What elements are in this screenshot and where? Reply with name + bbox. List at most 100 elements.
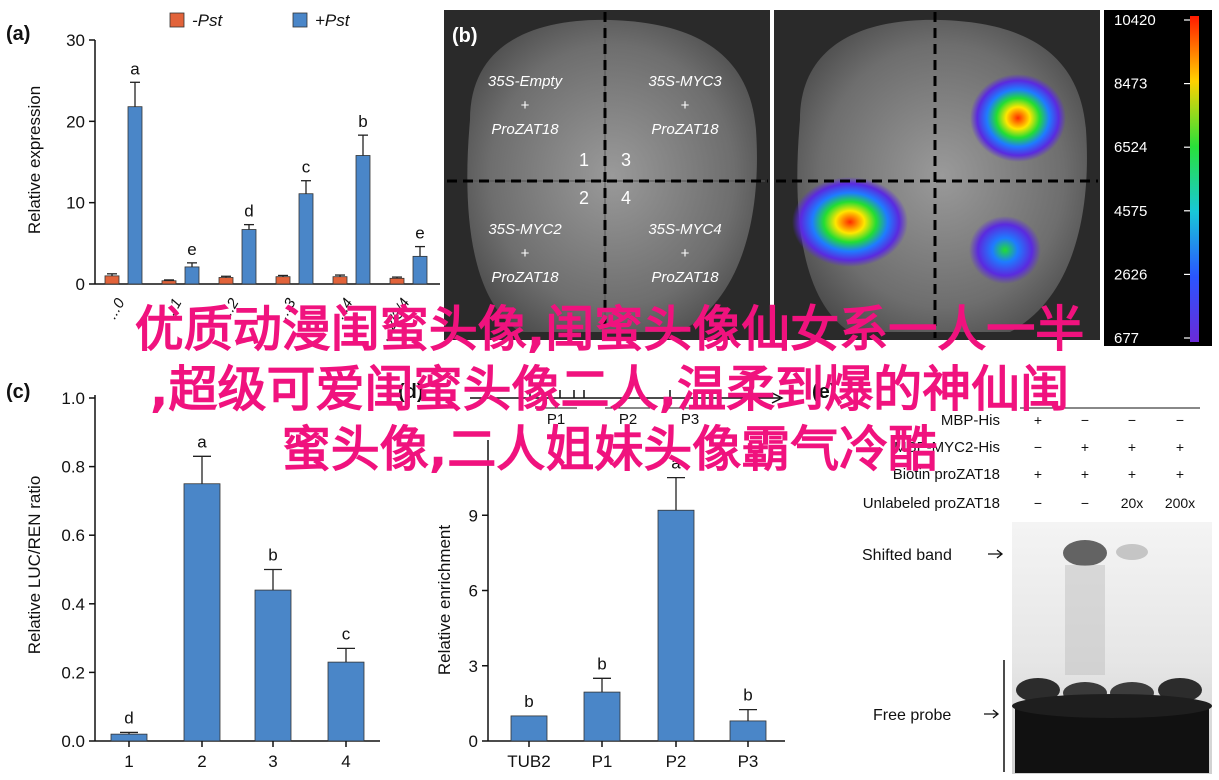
quadrant-number-2: 2 (579, 188, 589, 208)
colorbar-tick-label: 6524 (1114, 139, 1147, 156)
panel-a-bar (332, 276, 348, 285)
panel-c-sig-letter: d (124, 708, 133, 727)
panel-a-bar (389, 277, 405, 285)
panel-a-bar (355, 155, 371, 285)
panel-c-xtick-label: 3 (268, 752, 277, 771)
panel-a-xtick-label: ...0 (103, 295, 128, 322)
panel-a-ytick-label: 0 (76, 275, 85, 294)
luminescence-spot-myc2 (792, 177, 908, 267)
legend-label-minus-pst: -Pst (192, 11, 224, 30)
panel-c-bar (254, 589, 292, 742)
panel-a-ytick-label: 30 (66, 31, 85, 50)
panel-a-sig-letter: a (130, 59, 140, 78)
panel-d-bar (510, 715, 548, 742)
panel-a-xtick-label: ...3 (274, 295, 299, 322)
free-probe-label: Free probe (873, 707, 951, 724)
panel-d-ytick-label: 3 (469, 657, 478, 676)
panel-a-bar (275, 276, 291, 285)
panel-a-ytick-label: 10 (66, 194, 85, 213)
promoter-label-p3: P3 (681, 411, 699, 428)
panel-d-xtick-label: P2 (666, 752, 687, 771)
panel-d-bar (729, 720, 767, 742)
panel-c-xtick-label: 2 (197, 752, 206, 771)
panel-e-cell: + (1081, 466, 1089, 482)
panel-a-sig-letter: e (187, 240, 196, 259)
colorbar-tick-label: 8473 (1114, 76, 1147, 93)
panel-c-sig-letter: a (197, 432, 207, 451)
shifted-band-arrow (988, 549, 1004, 559)
panel-c-ytick-label: 0.0 (61, 732, 85, 751)
luminescence-spot-myc3 (970, 74, 1066, 162)
panel-b-label: (b) (452, 25, 478, 47)
panel-c-ytick-label: 0.6 (61, 526, 85, 545)
colorbar-tick-label: 2626 (1114, 266, 1147, 283)
panel-e-row-label: Biotin proZAT18 (893, 466, 1000, 483)
panel-a-bar (104, 275, 120, 285)
panel-a-sig-letter: c (302, 158, 311, 177)
panel-a-bar (298, 193, 314, 285)
shifted-band-lane3 (1116, 544, 1148, 560)
quadrant-3-line2: + (521, 245, 530, 262)
panel-a-xtick-label: ...2 (217, 295, 242, 322)
panel-a-label: (a) (6, 23, 30, 45)
quadrant-number-4: 4 (621, 188, 631, 208)
panel-a-ytick-label: 20 (66, 112, 85, 131)
shifted-band-lane2 (1063, 540, 1107, 566)
panel-d-sig-letter: b (524, 692, 533, 711)
panel-d-xtick-label: P1 (592, 752, 613, 771)
panel-e-cell: − (1034, 495, 1042, 511)
panel-e-row-label: MBP-MYC2-His (894, 439, 1000, 456)
panel-d-bar (657, 509, 695, 742)
panel-a-sig-letter: b (358, 112, 367, 131)
panel-e-row-label: MBP-His (941, 412, 1000, 429)
panel-c-ytick-label: 0.8 (61, 458, 85, 477)
promoter-arrow (771, 392, 784, 404)
quadrant-3-line1: 35S-MYC2 (488, 221, 562, 238)
panel-a-ylabel: Relative expression (25, 86, 44, 234)
panel-d: (d) P1 P2 P3 Relative enrichment 0 3 6 9 b T… (398, 381, 785, 771)
panel-d-xtick-label: P3 (738, 752, 759, 771)
panel-c-sig-letter: b (268, 546, 277, 565)
panel-c-ytick-label: 0.4 (61, 595, 85, 614)
panel-e-cell: − (1034, 439, 1042, 455)
panel-a-xtick-label: ...1 (160, 296, 185, 323)
promoter-elements (529, 390, 671, 398)
panel-c-label: (c) (6, 381, 30, 403)
panel-d-sig-letter: b (597, 654, 606, 673)
colorbar-tick-label: 677 (1114, 330, 1139, 347)
panel-e-cell: − (1081, 495, 1089, 511)
panel-e-cell: 20x (1121, 495, 1144, 511)
panel-c-ytick-label: 1.0 (61, 389, 85, 408)
panel-b: (b) 35S-Empty + ProZAT18 35S-MYC3 + ProZ… (444, 10, 1212, 347)
panel-e-cell: + (1128, 439, 1136, 455)
panel-d-ytick-label: 6 (469, 582, 478, 601)
panel-e-label: (e) (812, 381, 836, 403)
panel-a-bar (412, 255, 428, 285)
promoter-label-p1: P1 (547, 411, 565, 428)
legend-swatch-minus-pst (169, 12, 185, 28)
panel-e-cell: 200x (1165, 495, 1195, 511)
smear-lane2 (1065, 565, 1105, 675)
panel-d-ytick-label: 0 (469, 732, 478, 751)
luminescence-spot-myc4 (969, 216, 1041, 284)
leaf-left (467, 19, 757, 333)
panel-d-ylabel: Relative enrichment (435, 525, 454, 676)
legend-label-plus-pst: +Pst (315, 11, 351, 30)
quadrant-1-line3: ProZAT18 (491, 121, 559, 138)
panel-e-cell: + (1176, 466, 1184, 482)
panel-c-ytick-label: 0.2 (61, 663, 85, 682)
quadrant-1-line2: + (521, 97, 530, 114)
promoter-label-p2: P2 (619, 411, 637, 428)
panel-e-cell: + (1034, 412, 1042, 428)
panel-c-xtick-label: 1 (124, 752, 133, 771)
panel-d-sig-letter: b (743, 686, 752, 705)
panel-c-bar (110, 733, 148, 742)
panel-e-row-label: Unlabeled proZAT18 (863, 495, 1000, 512)
panel-a-bar (127, 106, 143, 285)
panel-a-bar (218, 277, 234, 285)
legend-swatch-plus-pst (292, 12, 308, 28)
panel-c: (c) Relative LUC/REN ratio 0.0 0.2 0.4 0.6 0… (6, 381, 380, 771)
colorbar-tick-label: 4575 (1114, 203, 1147, 220)
